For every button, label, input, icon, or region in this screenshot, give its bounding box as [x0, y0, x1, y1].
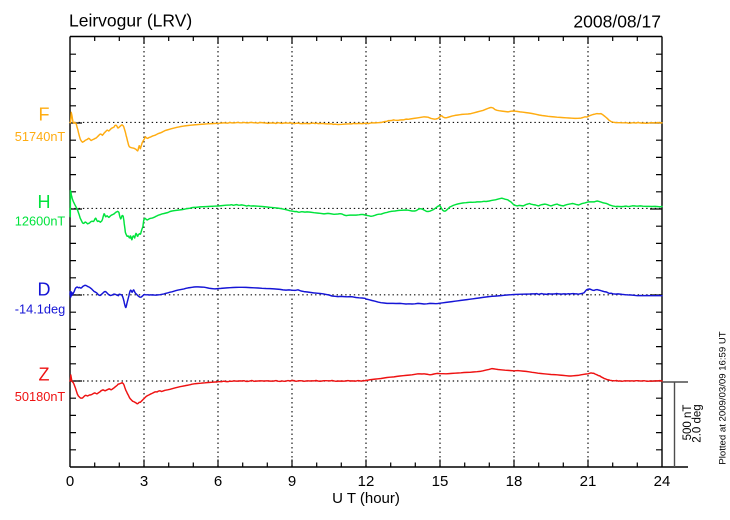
svg-text:2008/08/17: 2008/08/17 — [573, 12, 661, 32]
svg-text:Leirvogur (LRV): Leirvogur (LRV) — [69, 11, 192, 31]
svg-text:0: 0 — [66, 473, 74, 490]
svg-text:-14.1deg: -14.1deg — [15, 302, 66, 317]
svg-text:24: 24 — [654, 473, 671, 490]
svg-text:15: 15 — [432, 473, 449, 490]
svg-text:500 nT: 500 nT — [682, 405, 694, 441]
svg-text:18: 18 — [506, 473, 523, 490]
svg-text:12: 12 — [358, 473, 375, 490]
svg-text:H: H — [38, 192, 51, 212]
svg-text:9: 9 — [288, 473, 296, 490]
svg-text:51740nT: 51740nT — [15, 129, 66, 144]
svg-text:2.0 deg: 2.0 deg — [692, 404, 704, 442]
svg-text:3: 3 — [140, 473, 148, 490]
svg-text:D: D — [38, 280, 51, 300]
svg-text:21: 21 — [580, 473, 597, 490]
svg-text:Plotted at 2009/03/09 16:59 UT: Plotted at 2009/03/09 16:59 UT — [718, 331, 729, 464]
svg-text:Z: Z — [39, 365, 50, 385]
svg-text:F: F — [39, 105, 50, 125]
svg-text:12600nT: 12600nT — [15, 214, 66, 229]
svg-text:U T (hour): U T (hour) — [332, 490, 400, 507]
svg-text:6: 6 — [214, 473, 222, 490]
svg-text:50180nT: 50180nT — [15, 389, 66, 404]
